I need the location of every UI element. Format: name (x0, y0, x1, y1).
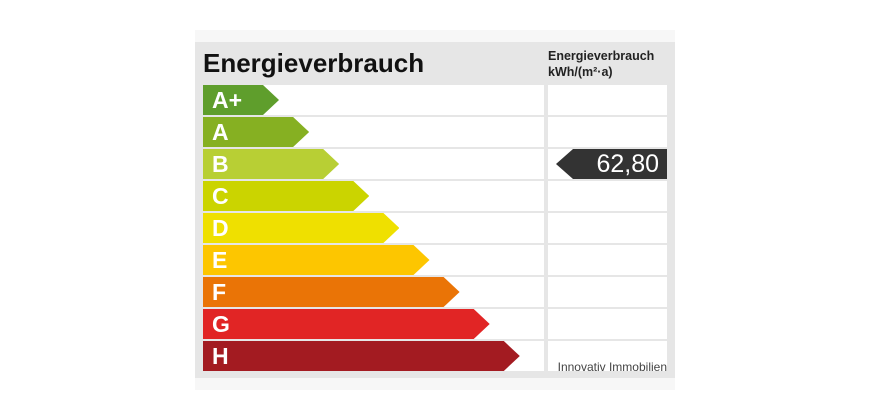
label-title: Energieverbrauch (203, 48, 425, 78)
value-cell (548, 181, 667, 211)
class-arrow (203, 341, 520, 371)
class-row-f: F (203, 277, 544, 307)
unit-header: Energieverbrauch kWh/(m²·a) (548, 48, 654, 80)
value-text: 62,80 (596, 150, 659, 178)
class-arrow (203, 181, 370, 211)
class-arrow (203, 245, 430, 275)
class-row-d: D (203, 213, 544, 243)
class-arrow (203, 85, 279, 115)
value-arrow-shape (556, 149, 667, 179)
value-cell (548, 85, 667, 115)
class-letter: G (212, 311, 230, 337)
value-cell (548, 309, 667, 339)
class-letter: B (212, 151, 229, 177)
class-row-aplus: A+ (203, 85, 544, 115)
value-cell (548, 341, 667, 371)
class-arrow (203, 309, 490, 339)
value-arrow: 62,80 (556, 149, 667, 179)
class-arrow (203, 277, 460, 307)
value-cell (548, 277, 667, 307)
class-row-h: H (203, 341, 544, 371)
class-letter: H (212, 343, 229, 369)
class-arrow (203, 149, 340, 179)
class-letter: A+ (212, 87, 243, 113)
unit-line-2: kWh/(m²·a) (548, 65, 613, 79)
class-letter: D (212, 215, 229, 241)
class-arrow (203, 117, 310, 147)
class-letter: F (212, 279, 227, 305)
class-arrow (203, 213, 400, 243)
value-cell (548, 245, 667, 275)
value-cell (548, 213, 667, 243)
value-cell (548, 117, 667, 147)
class-row-b: B (203, 149, 544, 179)
class-letter: A (212, 119, 229, 145)
unit-line-1: Energieverbrauch (548, 49, 655, 63)
class-row-e: E (203, 245, 544, 275)
class-letter: E (212, 247, 228, 273)
class-row-a: A (203, 117, 544, 147)
footer-credit: Innovativ Immobilien (557, 360, 667, 374)
class-row-c: C (203, 181, 544, 211)
class-row-g: G (203, 309, 544, 339)
class-letter: C (212, 183, 229, 209)
